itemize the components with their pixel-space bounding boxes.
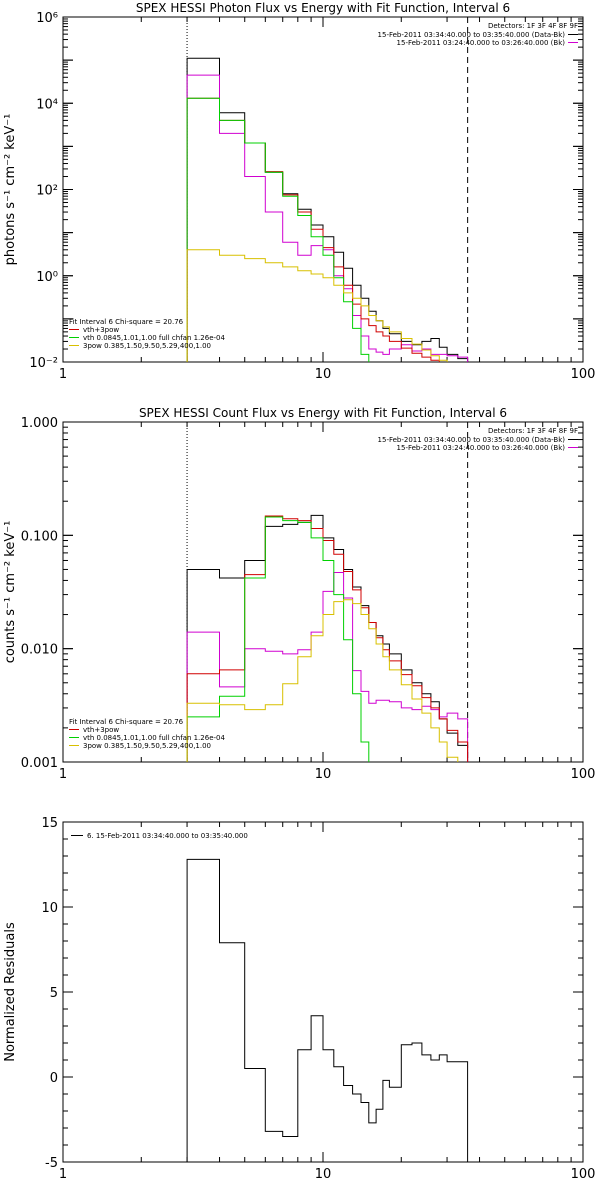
legend-header: Detectors: 1F 3F 4F 8F 9F <box>488 427 578 435</box>
legend-header: Fit Interval 6 Chi-square = 20.76 <box>69 318 184 326</box>
legend-entry: 3pow 0.385,1.50,9.50,5.29,400,1.00 <box>83 342 211 350</box>
series-line-bk <box>186 74 469 362</box>
y-tick-label: 0.001 <box>21 756 58 771</box>
y-axis-label: photons s⁻¹ cm⁻² keV⁻¹ <box>3 114 18 266</box>
y-tick-label: 10⁻² <box>29 356 58 371</box>
chart-title: SPEX HESSI Count Flux vs Energy with Fit… <box>139 406 507 420</box>
series-line-vth-3pow <box>186 515 469 762</box>
chart-title: SPEX HESSI Photon Flux vs Energy with Fi… <box>136 1 510 15</box>
y-tick-label: -5 <box>45 1156 58 1171</box>
chart-panel-1: SPEX HESSI Photon Flux vs Energy with Fi… <box>3 1 596 382</box>
series-line-6-15-feb-2011-03-34-40-000-to-03-35-40-000 <box>186 858 469 1162</box>
series-line-vth <box>186 97 370 362</box>
legend-top-left: 6. 15-Feb-2011 03:34:40.000 to 03:35:40.… <box>71 832 248 840</box>
y-tick-label: 1.000 <box>21 416 58 431</box>
chart-panel-2: SPEX HESSI Count Flux vs Energy with Fit… <box>3 406 596 782</box>
y-tick-label: 10² <box>36 184 58 199</box>
plot-area <box>186 858 469 1162</box>
x-tick-label: 1 <box>59 1167 67 1182</box>
x-tick-label: 100 <box>571 767 596 782</box>
series-line-vth <box>186 516 370 762</box>
legend-entry: vth+3pow <box>83 726 119 734</box>
y-axis-label: Normalized Residuals <box>3 922 18 1062</box>
x-tick-label: 10 <box>315 1167 332 1182</box>
series-line-bk <box>186 572 469 762</box>
plot-frame <box>62 821 584 1163</box>
series-line-3pow <box>186 249 448 362</box>
y-axis-label: counts s⁻¹ cm⁻² keV⁻¹ <box>3 521 18 664</box>
series-line-vth-3pow <box>186 97 440 362</box>
x-tick-label: 100 <box>571 1167 596 1182</box>
plot-frame <box>62 16 584 363</box>
y-tick-label: 10⁶ <box>36 11 58 26</box>
y-tick-label: 0.010 <box>21 643 58 658</box>
x-tick-label: 1 <box>59 367 67 382</box>
y-tick-label: 5 <box>50 986 58 1001</box>
series-line-data-bk <box>186 57 469 362</box>
y-tick-label: 10 <box>41 901 58 916</box>
x-tick-label: 10 <box>315 367 332 382</box>
series-line-3pow <box>186 599 459 762</box>
x-tick-label: 10 <box>315 767 332 782</box>
x-tick-label: 1 <box>59 767 67 782</box>
y-tick-label: 10⁴ <box>36 97 58 112</box>
y-tick-label: 10⁰ <box>36 270 58 285</box>
legend-entry: vth 0.0845,1.01,1.00 full chfan 1.26e-04 <box>83 734 225 742</box>
chart-panel-3: Normalized Residuals 1 10 100 -5 0 5 10 15 6. 15-… <box>3 816 595 1182</box>
legend-entry: 3pow 0.385,1.50,9.50,5.29,400,1.00 <box>83 742 211 750</box>
legend-entry: 15-Feb-2011 03:24:40.000 to 03:26:40.000… <box>397 39 566 47</box>
legend-bottom-left: Fit Interval 6 Chi-square = 20.76vth+3po… <box>69 318 225 350</box>
legend-entry: 6. 15-Feb-2011 03:34:40.000 to 03:35:40.… <box>87 832 248 840</box>
y-tick-label: 0.100 <box>21 529 58 544</box>
legend-header: Fit Interval 6 Chi-square = 20.76 <box>69 718 184 726</box>
x-tick-label: 100 <box>571 367 596 382</box>
y-tick-label: 0 <box>50 1071 58 1086</box>
legend-entry: vth 0.0845,1.01,1.00 full chfan 1.26e-04 <box>83 334 225 342</box>
legend-entry: 15-Feb-2011 03:24:40.000 to 03:26:40.000… <box>397 444 566 452</box>
legend-entry: 15-Feb-2011 03:34:40.000 to 03:35:40.000… <box>378 436 566 444</box>
plot-area <box>186 57 469 362</box>
legend-entry: vth+3pow <box>83 326 119 334</box>
plot-area <box>186 514 469 762</box>
legend-header: Detectors: 1F 3F 4F 8F 9F <box>488 22 578 30</box>
series-line-data-bk <box>186 514 469 762</box>
legend-bottom-left: Fit Interval 6 Chi-square = 20.76vth+3po… <box>69 718 225 750</box>
legend-entry: 15-Feb-2011 03:34:40.000 to 03:35:40.000… <box>378 31 566 39</box>
y-tick-label: 15 <box>41 816 58 831</box>
